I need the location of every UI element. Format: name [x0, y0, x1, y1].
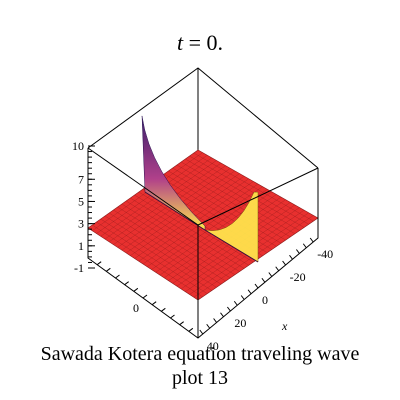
x-tick [302, 243, 307, 249]
box-top-front-left [87, 147, 199, 226]
x-tick-label: 20 [234, 316, 246, 330]
surface-grid-line [172, 167, 291, 238]
x-axis: x -40 -20 0 20 40 [199, 237, 333, 353]
y-tick-label: 0 [133, 301, 139, 315]
caption-line-1: Sawada Kotera equation traveling wave [40, 343, 360, 365]
right-wave-peak [204, 191, 259, 263]
y-tick [115, 274, 120, 279]
wave-ridges [141, 115, 259, 263]
x-tick-label: 40 [207, 339, 219, 353]
wave-crest-line [144, 191, 259, 263]
x-tick [268, 272, 273, 277]
x-tick [233, 300, 238, 306]
z-axis: -1 1 3 5 7 10 [72, 139, 95, 275]
z-tick-label: 5 [78, 194, 84, 208]
x-axis-label: x [281, 319, 288, 333]
z-tick-label: 7 [78, 172, 84, 186]
x-tick-label: -20 [290, 270, 306, 284]
box-top-front-right [197, 167, 319, 226]
x-tick [213, 318, 218, 323]
z-tick-label: 10 [72, 139, 84, 153]
y-tick [124, 281, 129, 286]
y-axis: 0 [96, 261, 194, 332]
x-tick-label: 0 [262, 293, 268, 307]
title-value: = 0. [183, 30, 224, 55]
caption-line-2: plot 13 [171, 367, 229, 389]
y-tick [133, 287, 139, 292]
surface-grid-line [168, 170, 286, 241]
surface-grid-line [151, 189, 268, 270]
y-tick [142, 294, 148, 299]
x-tick [240, 295, 245, 300]
x-tick-label: -40 [317, 247, 333, 261]
bounding-box-front [87, 147, 319, 339]
x-tick [289, 254, 293, 260]
title-variable: t [176, 30, 184, 55]
x-tick [220, 312, 224, 318]
y-tick [96, 261, 102, 266]
x-tick [275, 266, 280, 272]
plot-caption: Sawada Kotera equation traveling wave pl… [0, 342, 400, 390]
x-tick [254, 283, 259, 289]
surface-grid-line [185, 158, 305, 228]
x-tick [309, 237, 314, 243]
y-tick [161, 307, 166, 312]
surface-grid-line [176, 164, 296, 234]
plot-title: t = 0. [0, 30, 400, 56]
surface-grid-line [189, 155, 309, 225]
x-tick [226, 306, 231, 312]
left-wave-peak [141, 115, 206, 231]
z-tick-label: 1 [78, 239, 84, 253]
x-tick [261, 277, 266, 283]
y-tick [151, 301, 157, 306]
surface-grid-line [164, 173, 282, 244]
x-tick [295, 249, 300, 254]
y-tick [179, 321, 184, 326]
y-tick [106, 267, 111, 272]
surface-grid-line [193, 152, 314, 222]
z-tick-label: 3 [78, 217, 84, 231]
x-tick [199, 329, 204, 335]
x-tick [247, 289, 252, 295]
x-tick [206, 323, 211, 329]
y-tick [188, 327, 194, 332]
z-tick-label: -1 [74, 261, 84, 275]
y-tick [170, 314, 175, 319]
surface-grid-line [180, 161, 300, 231]
x-tick [282, 260, 287, 266]
